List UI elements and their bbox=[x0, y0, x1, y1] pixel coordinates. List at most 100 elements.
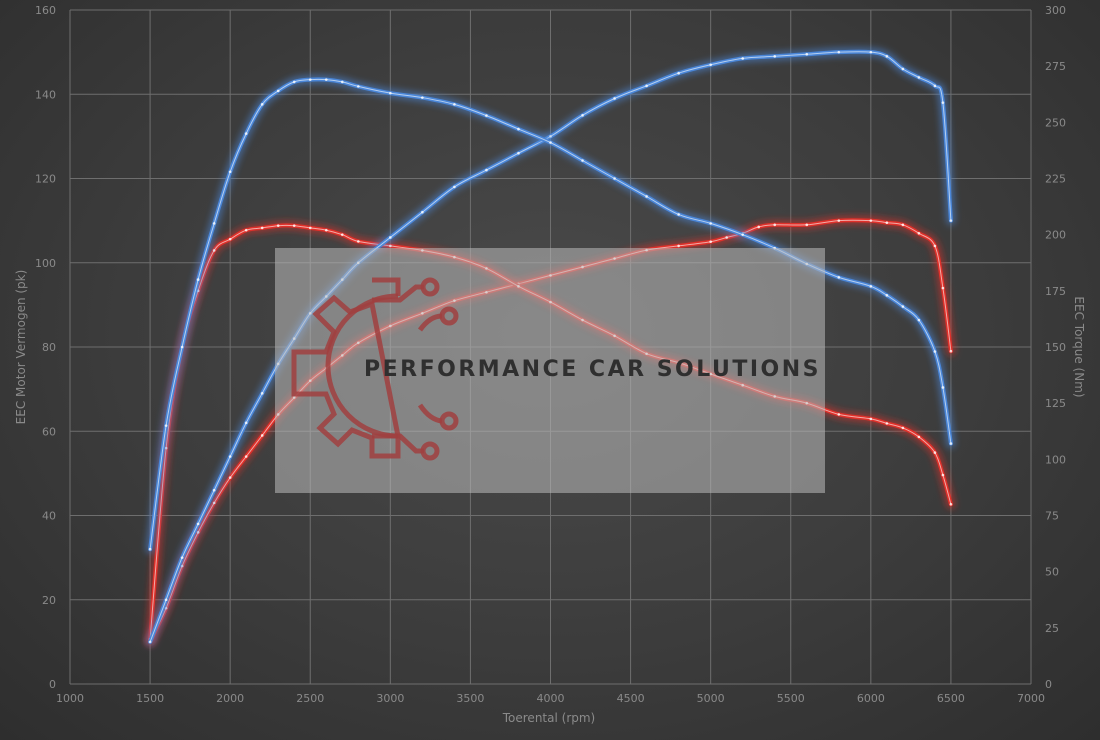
data-point bbox=[389, 91, 392, 95]
data-point bbox=[773, 223, 777, 227]
data-point bbox=[645, 195, 648, 198]
data-point bbox=[228, 170, 232, 174]
data-point bbox=[212, 501, 216, 505]
x-tick-label: 6000 bbox=[857, 692, 885, 705]
series-line bbox=[145, 74, 956, 554]
y-right-tick-label: 225 bbox=[1045, 173, 1066, 186]
x-tick-label: 2000 bbox=[216, 692, 244, 705]
data-point bbox=[933, 244, 937, 248]
data-point bbox=[941, 286, 945, 290]
y-left-tick-label: 40 bbox=[42, 510, 56, 523]
data-point bbox=[276, 89, 280, 93]
data-point bbox=[709, 222, 712, 225]
y-left-tick-label: 80 bbox=[42, 341, 56, 354]
series-line bbox=[145, 47, 956, 647]
data-point bbox=[517, 151, 520, 155]
data-point bbox=[421, 96, 424, 99]
data-point bbox=[949, 502, 953, 506]
data-point bbox=[196, 278, 200, 281]
data-point bbox=[148, 640, 152, 644]
data-point bbox=[941, 473, 945, 477]
y-left-tick-label: 140 bbox=[35, 88, 56, 101]
data-point bbox=[357, 240, 360, 243]
data-point bbox=[340, 80, 344, 84]
data-point bbox=[324, 78, 328, 81]
data-point bbox=[933, 84, 937, 88]
y-left-tick-label: 20 bbox=[42, 594, 56, 607]
data-point bbox=[453, 185, 456, 189]
y-left-tick-label: 120 bbox=[35, 173, 56, 186]
data-point bbox=[180, 345, 184, 349]
tick-labels: 1000 1500 2000 2500 3000 3500 4000 4500 5000 5500… bbox=[35, 4, 1066, 705]
gear-circuit-logo-icon bbox=[291, 277, 459, 461]
y-right-tick-label: 175 bbox=[1045, 285, 1066, 298]
data-point bbox=[260, 226, 264, 230]
data-point bbox=[805, 223, 809, 227]
data-point bbox=[917, 435, 921, 439]
data-point bbox=[228, 476, 232, 479]
x-tick-label: 3500 bbox=[456, 692, 484, 705]
data-point bbox=[901, 426, 905, 430]
data-point bbox=[212, 249, 216, 252]
data-point bbox=[677, 244, 680, 248]
data-point bbox=[244, 132, 248, 135]
data-point bbox=[677, 213, 680, 216]
data-point bbox=[453, 103, 456, 106]
data-point bbox=[837, 413, 841, 416]
data-point bbox=[709, 240, 712, 243]
data-point bbox=[308, 78, 312, 81]
data-point bbox=[837, 50, 841, 54]
data-point bbox=[869, 417, 873, 421]
x-tick-label: 1000 bbox=[56, 692, 84, 705]
y-left-tick-label: 0 bbox=[49, 678, 56, 691]
y-right-tick-label: 275 bbox=[1045, 60, 1066, 73]
data-point bbox=[276, 224, 280, 227]
data-point bbox=[869, 285, 873, 288]
y-right-tick-label: 200 bbox=[1045, 229, 1066, 242]
data-point bbox=[292, 80, 296, 84]
x-tick-label: 4000 bbox=[537, 692, 565, 705]
data-point bbox=[917, 318, 921, 322]
data-point bbox=[949, 219, 953, 222]
data-point bbox=[949, 442, 953, 445]
y-right-tick-label: 125 bbox=[1045, 397, 1066, 410]
data-point bbox=[885, 55, 889, 58]
y-right-axis-title: EEC Torque (Nm) bbox=[1072, 296, 1086, 397]
watermark-text: PERFORMANCE CAR SOLUTIONS bbox=[364, 357, 821, 382]
x-tick-label: 7000 bbox=[1017, 692, 1045, 705]
x-tick-label: 5000 bbox=[697, 692, 725, 705]
data-point bbox=[613, 97, 616, 100]
data-point bbox=[941, 101, 945, 104]
data-point bbox=[164, 424, 168, 427]
y-left-tick-label: 100 bbox=[35, 257, 56, 270]
data-point bbox=[917, 76, 921, 79]
data-point bbox=[212, 488, 216, 492]
data-point bbox=[869, 50, 873, 54]
x-tick-label: 5500 bbox=[777, 692, 805, 705]
data-point bbox=[324, 228, 328, 232]
data-point bbox=[805, 52, 809, 56]
data-point bbox=[357, 85, 360, 88]
data-point bbox=[901, 67, 905, 71]
data-point bbox=[244, 455, 248, 458]
data-point bbox=[196, 522, 200, 526]
watermark: PERFORMANCE CAR SOLUTIONS bbox=[275, 248, 825, 493]
data-point bbox=[741, 57, 744, 60]
data-point bbox=[581, 159, 584, 162]
data-point bbox=[645, 84, 648, 88]
data-point bbox=[389, 236, 392, 239]
x-axis-title: Toerental (rpm) bbox=[502, 711, 595, 725]
data-point bbox=[260, 392, 264, 395]
data-point bbox=[677, 71, 680, 75]
data-point bbox=[549, 141, 552, 144]
y-right-tick-label: 75 bbox=[1045, 510, 1059, 523]
data-point bbox=[228, 455, 232, 458]
y-right-tick-label: 250 bbox=[1045, 116, 1066, 129]
y-right-tick-label: 100 bbox=[1045, 453, 1066, 466]
data-point bbox=[837, 276, 841, 279]
data-point bbox=[389, 244, 392, 248]
data-point bbox=[517, 127, 520, 131]
data-point bbox=[581, 114, 584, 117]
data-point bbox=[709, 63, 712, 67]
